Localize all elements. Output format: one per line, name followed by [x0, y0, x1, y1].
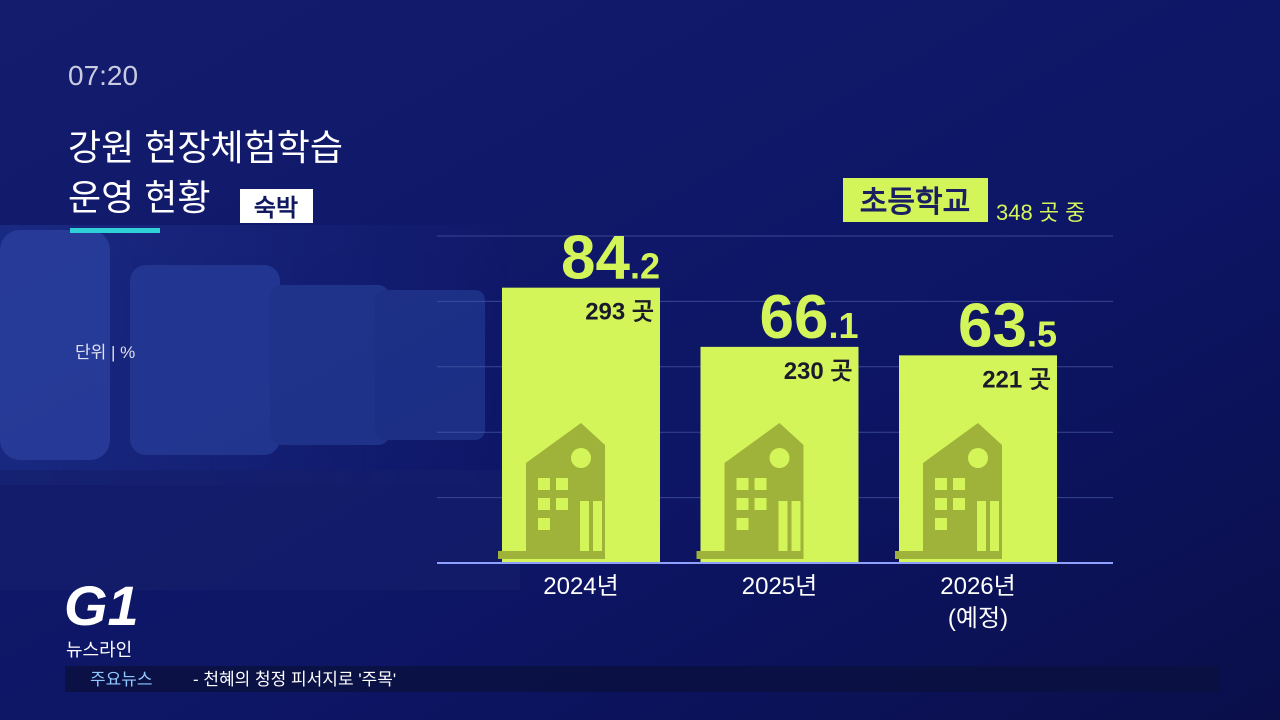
logo-mark: G1 — [64, 574, 139, 637]
legend-badge-box — [843, 178, 988, 222]
ticker-bar — [65, 666, 1220, 692]
house-window — [538, 498, 550, 510]
house-window — [953, 498, 965, 510]
house-window — [538, 478, 550, 490]
house-window — [736, 498, 749, 510]
house-window — [935, 518, 947, 530]
bus-backdrop — [0, 225, 520, 590]
house-window — [571, 448, 591, 468]
house-window — [935, 478, 947, 490]
house-window — [754, 478, 767, 490]
tag-box — [240, 189, 313, 223]
house-door — [580, 501, 589, 551]
house-door — [593, 501, 602, 551]
x-tick-label: 2024년 — [543, 573, 618, 600]
house-base — [498, 551, 605, 559]
clock: 07:20 — [68, 60, 138, 91]
house-window — [769, 448, 790, 468]
title-underline — [70, 228, 160, 233]
logo-name: 뉴스라인 — [66, 640, 132, 660]
x-tick-label: 2025년 — [742, 573, 817, 600]
house-door — [977, 501, 986, 551]
house-icon — [498, 423, 605, 559]
house-window — [556, 478, 568, 490]
chart-title: 운영 현황 — [68, 177, 210, 218]
house-window — [935, 498, 947, 510]
house-door — [778, 501, 788, 551]
house-window — [736, 518, 749, 530]
house-door — [990, 501, 999, 551]
ticker-label: 주요뉴스 — [90, 670, 153, 689]
ticker-text: - 천혜의 청정 피서지로 '주목' — [193, 670, 396, 689]
house-door — [791, 501, 801, 551]
house-window — [754, 498, 767, 510]
subtitle: 348 곳 중 — [996, 200, 1085, 225]
count-label: 221 곳 — [982, 366, 1051, 393]
house-window — [556, 498, 568, 510]
value-label: 63.5 — [958, 291, 1057, 360]
house-window — [538, 518, 550, 530]
house-base — [895, 551, 1002, 559]
unit-label: 단위 | % — [75, 343, 135, 362]
x-tick-note: (예정) — [948, 605, 1008, 632]
value-label: 66.1 — [760, 283, 859, 352]
count-label: 230 곳 — [784, 358, 853, 385]
house-window — [953, 478, 965, 490]
x-tick-label: 2026년 — [940, 573, 1015, 600]
chart-title: 강원 현장체험학습 — [68, 127, 343, 168]
house-base — [696, 551, 804, 559]
house-window — [736, 478, 749, 490]
house-window — [968, 448, 988, 468]
value-label: 84.2 — [561, 224, 660, 293]
tag: 숙박 — [254, 195, 298, 222]
house-icon — [895, 423, 1002, 559]
house-icon — [696, 423, 804, 559]
count-label: 293 곳 — [585, 299, 654, 326]
legend-badge: 초등학교 — [860, 186, 970, 219]
